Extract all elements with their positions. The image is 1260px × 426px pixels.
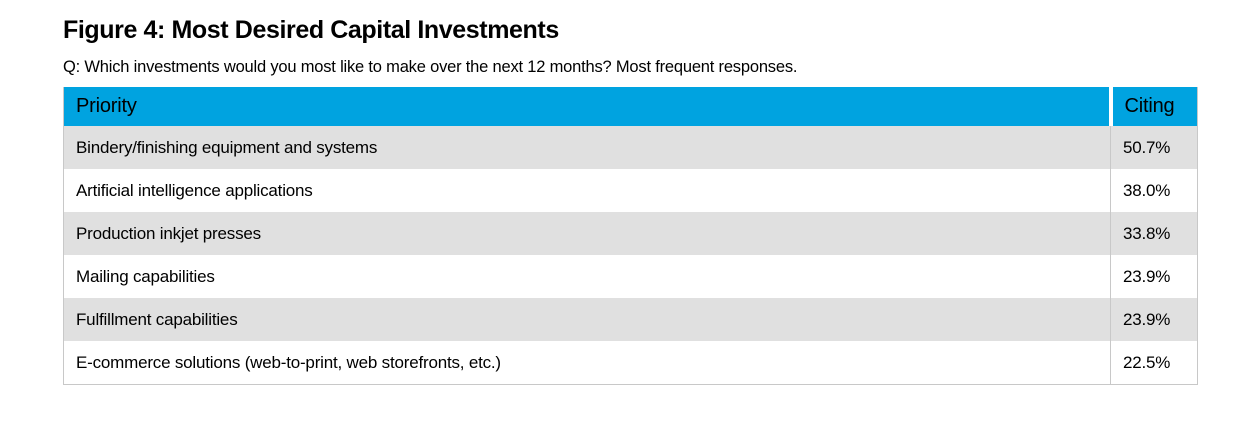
figure-question: Q: Which investments would you most like… <box>63 57 798 76</box>
priority-cell: Mailing capabilities <box>63 254 1111 298</box>
priority-cell: Artificial intelligence applications <box>63 168 1111 212</box>
citing-cell: 23.9% <box>1110 254 1198 298</box>
priority-cell: Bindery/finishing equipment and systems <box>63 125 1111 169</box>
citing-cell: 22.5% <box>1110 340 1198 385</box>
table-row: Artificial intelligence applications 38.… <box>63 168 1198 212</box>
table-body: Bindery/finishing equipment and systems … <box>63 125 1198 385</box>
table-row: Mailing capabilities 23.9% <box>63 254 1198 298</box>
table-header-row: Priority Citing <box>63 86 1198 126</box>
priority-cell: E-commerce solutions (web-to-print, web … <box>63 340 1111 385</box>
table-row: E-commerce solutions (web-to-print, web … <box>63 340 1198 385</box>
investments-table: Priority Citing Bindery/finishing equipm… <box>63 86 1198 385</box>
table-row: Production inkjet presses 33.8% <box>63 211 1198 255</box>
citing-cell: 38.0% <box>1110 168 1198 212</box>
priority-cell: Production inkjet presses <box>63 211 1111 255</box>
table-row: Bindery/finishing equipment and systems … <box>63 125 1198 169</box>
priority-cell: Fulfillment capabilities <box>63 297 1111 341</box>
table-row: Fulfillment capabilities 23.9% <box>63 297 1198 341</box>
column-header-priority: Priority <box>63 86 1111 126</box>
figure-title: Figure 4: Most Desired Capital Investmen… <box>63 16 559 44</box>
citing-cell: 50.7% <box>1110 125 1198 169</box>
figure-page: Figure 4: Most Desired Capital Investmen… <box>63 16 1198 385</box>
column-header-citing: Citing <box>1108 86 1198 126</box>
table-head: Priority Citing <box>63 86 1198 126</box>
citing-cell: 33.8% <box>1110 211 1198 255</box>
citing-cell: 23.9% <box>1110 297 1198 341</box>
